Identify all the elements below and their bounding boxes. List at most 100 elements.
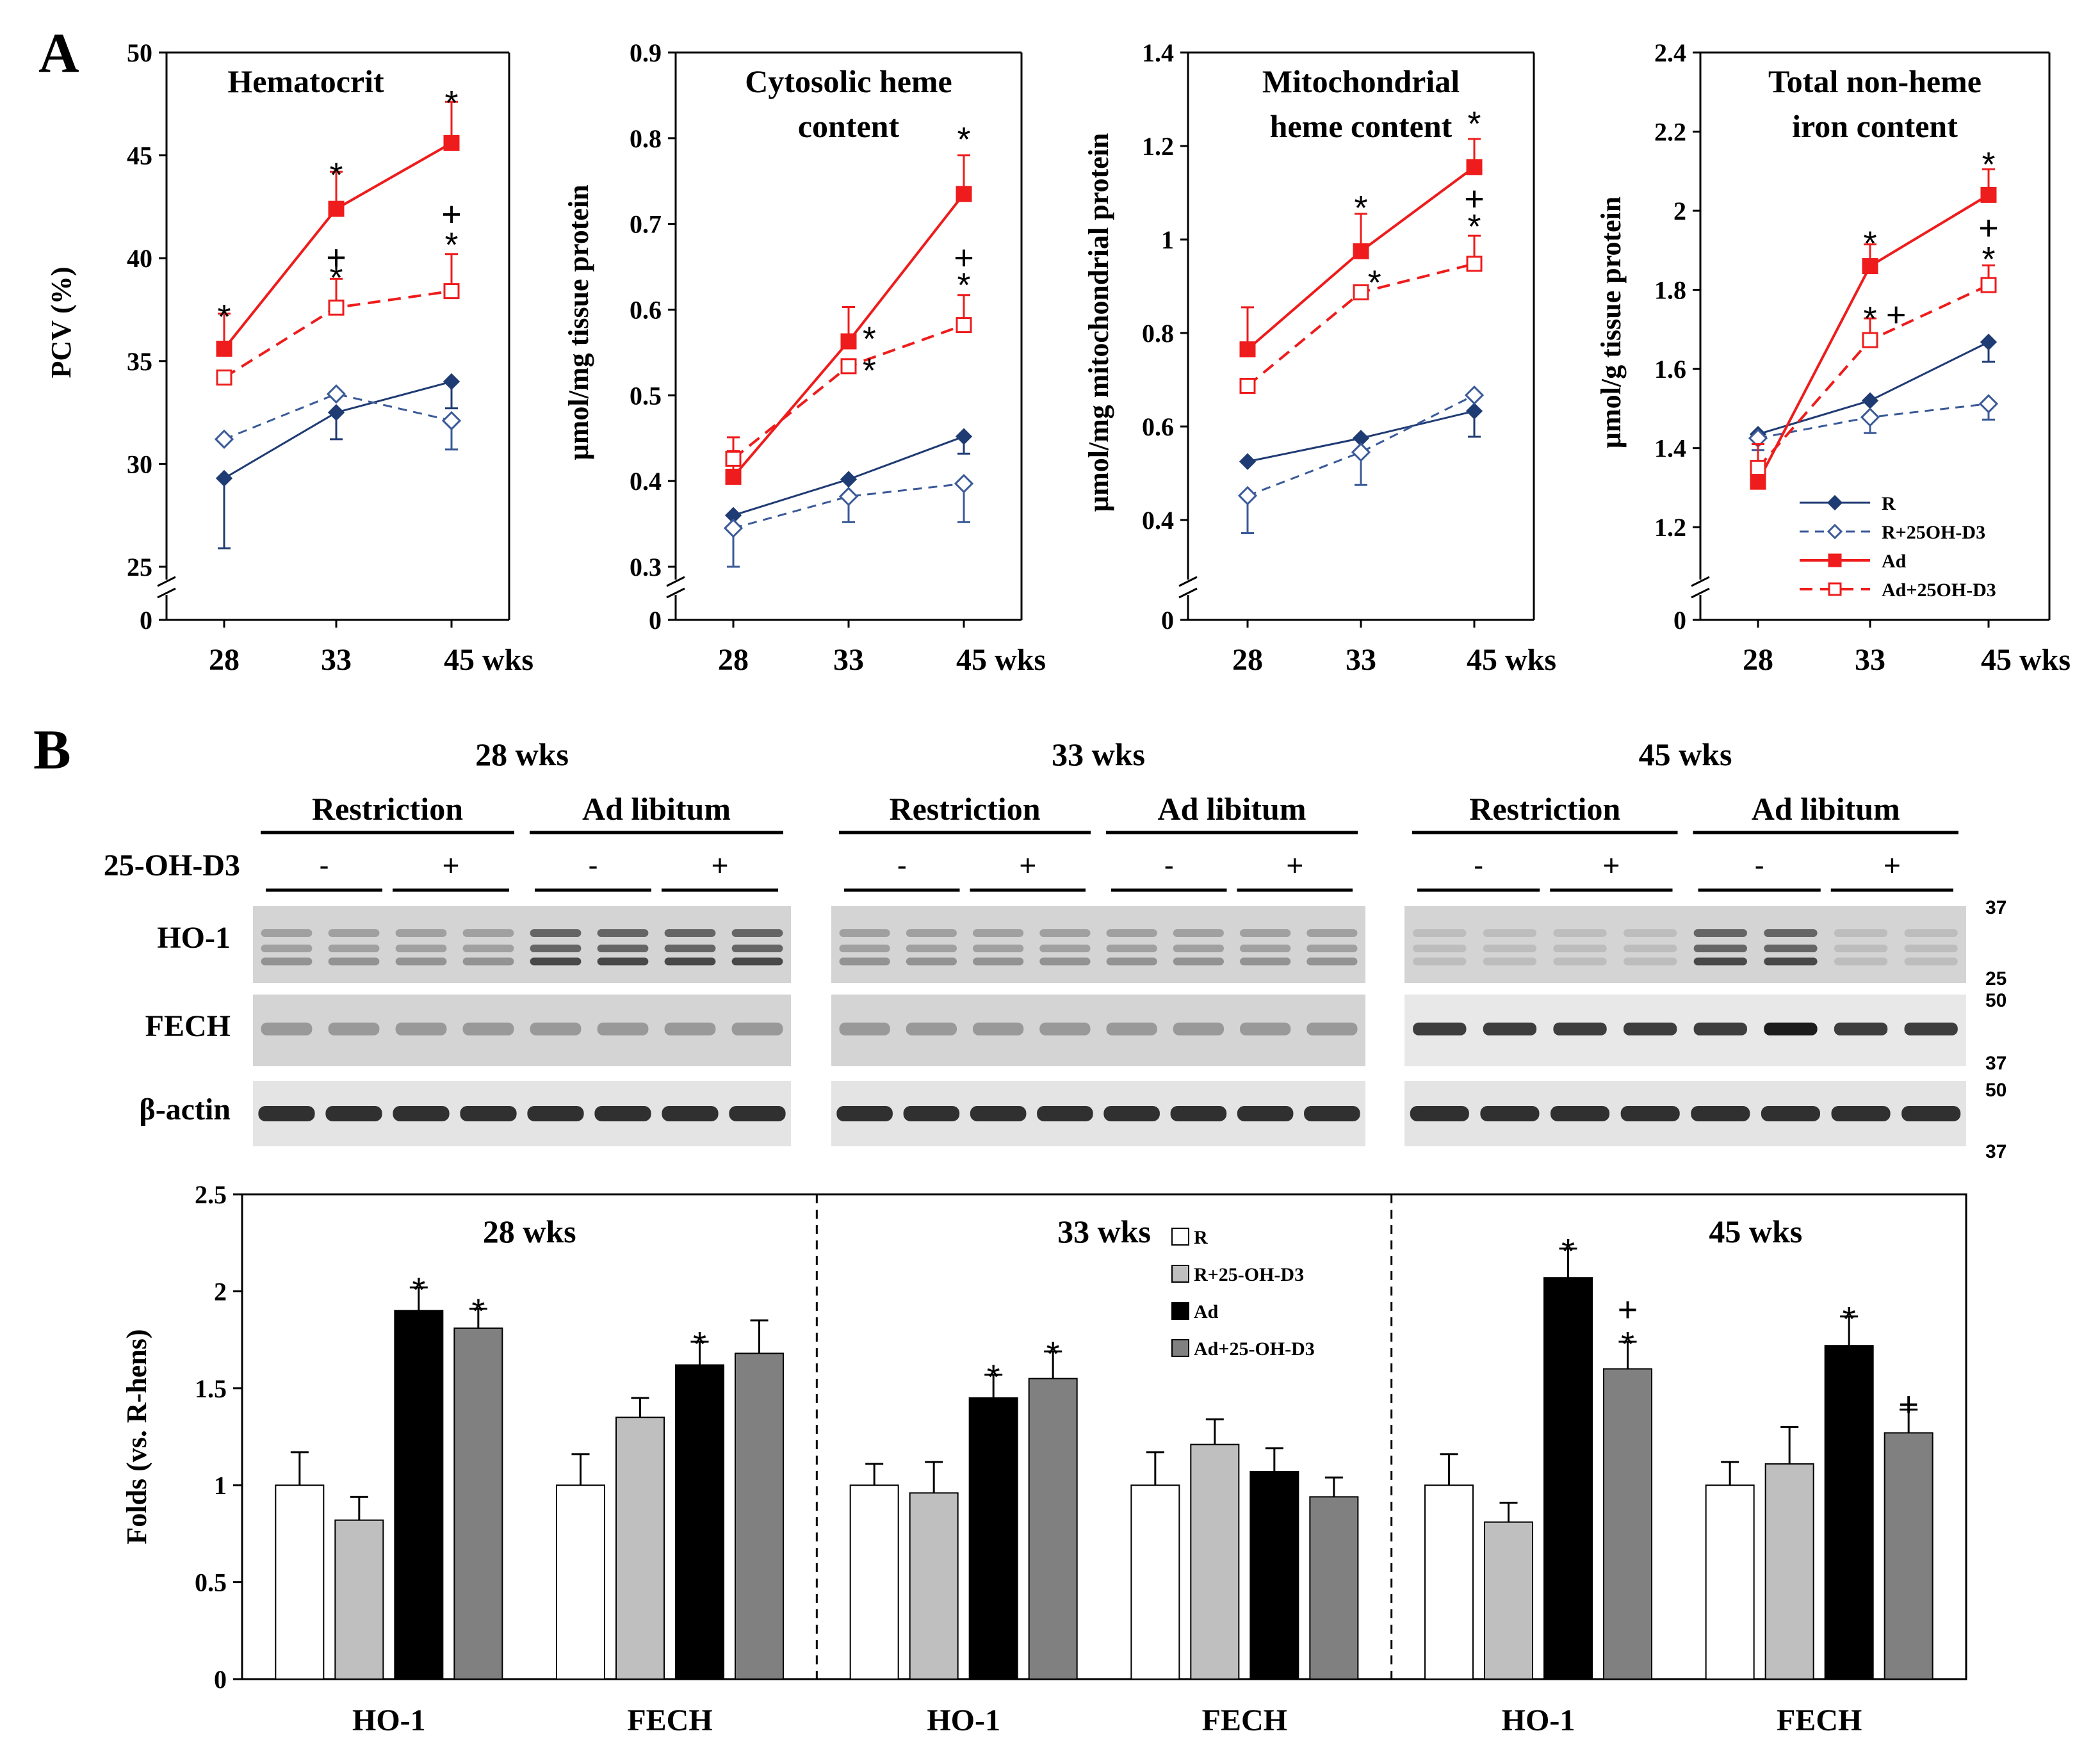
y-axis-title: Folds (vs. R-hens)	[121, 1329, 152, 1544]
series-r	[1239, 402, 1483, 470]
legend-label: R	[1882, 493, 1896, 514]
data-point	[1861, 392, 1879, 409]
blot-diet-label: Restriction	[889, 791, 1040, 827]
data-point	[838, 487, 859, 507]
series-r	[724, 428, 973, 524]
legend-label: Ad	[1882, 551, 1907, 572]
blot-band	[1553, 1022, 1607, 1036]
x-tick-label: 45 wks	[1981, 643, 2071, 677]
legend-label: R+25OH-D3	[1882, 522, 1985, 543]
data-point	[214, 429, 234, 449]
bar-category-5: HO-1	[1424, 1247, 1652, 1737]
bar	[615, 1417, 665, 1680]
data-point	[956, 317, 972, 334]
y-tick-label: 0.9	[630, 38, 662, 67]
blot-band	[1173, 945, 1224, 952]
x-category-label: FECH	[627, 1703, 712, 1737]
blot-band	[597, 1022, 649, 1036]
axis-break-mark	[1178, 587, 1198, 599]
blot-strip-ho-1	[1404, 906, 1966, 983]
series-ad	[1239, 138, 1483, 358]
x-category-label: FECH	[1777, 1703, 1862, 1737]
bar	[1705, 1484, 1755, 1680]
blot-band	[1037, 1106, 1093, 1121]
blot-band	[1691, 1106, 1750, 1121]
significance-mark: *	[1863, 300, 1876, 338]
legend-swatch-marker	[1828, 582, 1842, 596]
data-point	[1351, 443, 1371, 462]
data-point	[840, 333, 857, 350]
series-ad-25oh-d3	[1239, 234, 1483, 394]
y-axis-title: µmol/mg mitochondrial protein	[1083, 133, 1114, 512]
mw-marker: 25	[1985, 968, 2006, 989]
blot-treatment-sign: +	[1602, 849, 1620, 882]
bar	[1028, 1377, 1078, 1680]
blot-band	[1693, 929, 1747, 937]
blot-band	[261, 929, 313, 937]
y-tick-label: 2.5	[195, 1180, 227, 1209]
blot-band	[1106, 1022, 1157, 1036]
blot-timepoint-3: 45 wks Restriction - + Ad libitum - +	[1404, 736, 1966, 1146]
blot-band	[1620, 1106, 1680, 1121]
blot-band	[973, 1022, 1024, 1036]
bar	[334, 1519, 384, 1680]
blot-band	[731, 929, 783, 937]
chart-title-line: Mitochondrial	[1262, 63, 1460, 99]
bar	[1424, 1484, 1474, 1680]
blot-band	[1553, 957, 1607, 966]
blot-band	[1764, 957, 1818, 966]
y-tick-label: 0.4	[630, 467, 662, 496]
blot-band	[1904, 957, 1958, 966]
blot-band	[1413, 929, 1467, 937]
blot-timepoint-title: 33 wks	[1052, 736, 1145, 772]
significance-mark: +	[1464, 179, 1485, 218]
mw-marker: 37	[1985, 1141, 2006, 1162]
blot-band	[839, 929, 890, 937]
line-charts: 25 30 35 40 45 50 0 28 33 45 wks PCV (%) Hematocrit…	[45, 38, 2071, 677]
blot-band	[395, 1022, 447, 1036]
y-tick-label: 1.6	[1654, 355, 1686, 384]
y-tick-label: 0.5	[195, 1568, 227, 1597]
axis-break-mark	[157, 587, 176, 599]
bar	[1190, 1443, 1240, 1680]
data-point	[956, 186, 972, 202]
blot-band	[1240, 945, 1291, 952]
blot-diet-label: Restriction	[1469, 791, 1620, 827]
bar-category-4: FECH	[1130, 1418, 1359, 1737]
blot-band	[1103, 1106, 1160, 1121]
blot-band	[1106, 957, 1157, 966]
data-point	[1466, 159, 1483, 175]
blot-strip--actin	[1404, 1081, 1966, 1146]
y-axis-title: PCV (%)	[45, 267, 77, 378]
significance-mark: *	[412, 1271, 425, 1309]
significance-mark: *	[1368, 264, 1381, 302]
blot-band	[1306, 957, 1358, 966]
series-r-25oh-d3	[1237, 385, 1485, 534]
blot-band	[1624, 929, 1677, 937]
blot-band	[906, 1022, 957, 1036]
blot-strip-background	[831, 995, 1365, 1066]
blot-timepoint-title: 28 wks	[475, 736, 569, 772]
data-point	[1466, 256, 1483, 272]
bar	[1884, 1432, 1933, 1680]
blot-band	[664, 957, 716, 966]
blot-band	[1306, 929, 1358, 937]
y-tick-label: 1.4	[1142, 38, 1174, 67]
significance-mark: *	[957, 266, 970, 304]
data-point	[954, 474, 974, 494]
x-tick-label: 33	[833, 643, 864, 677]
blot-band	[1834, 1022, 1888, 1036]
axis-break-mark	[666, 576, 685, 587]
blot-band	[970, 1106, 1027, 1121]
blot-band	[1413, 945, 1467, 952]
bar	[1764, 1463, 1814, 1680]
blot-treatment-sign: +	[443, 849, 460, 882]
blot-strip-fech	[253, 995, 791, 1066]
data-point	[1237, 485, 1258, 506]
blot-band	[1173, 1022, 1224, 1036]
blot-band	[839, 1022, 890, 1036]
blot-strip-background	[1404, 906, 1966, 983]
blot-band	[1624, 945, 1677, 952]
blot-band	[1764, 929, 1818, 937]
data-point	[327, 403, 345, 421]
